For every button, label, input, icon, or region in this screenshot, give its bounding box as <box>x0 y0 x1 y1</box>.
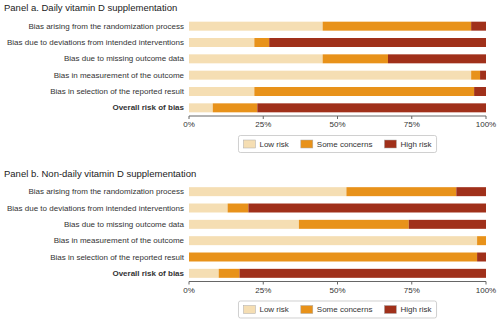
category-label: Overall risk of bias <box>112 103 184 112</box>
bar-segment <box>189 103 213 112</box>
bar-segment <box>189 236 477 245</box>
bars <box>189 187 486 278</box>
category-label: Bias in measurement of the outcome <box>54 71 185 80</box>
bar-segment <box>248 204 486 213</box>
bar-segment <box>213 103 258 112</box>
tick <box>337 282 338 285</box>
bar-segment <box>269 38 486 47</box>
bar-segment <box>477 236 486 245</box>
bar-segment <box>456 187 486 196</box>
legend-swatch <box>384 306 396 314</box>
category-label: Bias arising from the randomization proc… <box>28 22 184 31</box>
tick <box>263 282 264 285</box>
legend: Low risk Some concerns High risk <box>238 301 436 318</box>
category-label: Bias due to missing outcome data <box>64 54 185 63</box>
tick <box>189 116 190 119</box>
tick <box>486 282 487 285</box>
bar-segment <box>323 54 388 63</box>
bar-segment <box>409 220 486 229</box>
tick <box>486 116 487 119</box>
tick-label: 0% <box>183 286 195 295</box>
bar-segment <box>471 22 486 31</box>
panel: Panel a. Daily vitamin D supplementation… <box>4 2 496 153</box>
legend-label: Some concerns <box>317 305 373 314</box>
bar-segment <box>239 269 486 278</box>
legend-label: Low risk <box>259 305 289 314</box>
bar-segment <box>254 87 474 96</box>
legend-swatch <box>301 140 313 148</box>
title: Panel a. Daily vitamin D supplementation <box>4 2 177 13</box>
panel: Panel b. Non-daily vitamin D supplementa… <box>4 168 496 319</box>
bar-segment <box>346 187 456 196</box>
bar-segment <box>189 38 254 47</box>
category-label: Bias due to deviations from intended int… <box>7 38 184 47</box>
bar-segment <box>257 103 486 112</box>
bars <box>189 22 486 113</box>
category-label: Bias in measurement of the outcome <box>54 236 185 245</box>
legend: Low risk Some concerns High risk <box>238 136 436 153</box>
bar-segment <box>388 54 486 63</box>
bar-segment <box>189 54 323 63</box>
bar-segment <box>323 22 472 31</box>
bar-segment <box>474 87 486 96</box>
category-label: Bias in selection of the reported result <box>50 253 185 262</box>
category-label: Bias arising from the randomization proc… <box>28 187 184 196</box>
legend-label: High risk <box>400 140 432 149</box>
legend-box <box>238 136 436 153</box>
bar-segment <box>299 220 409 229</box>
tick-label: 50% <box>329 286 345 295</box>
legend-swatch <box>243 306 255 314</box>
bar-segment <box>219 269 240 278</box>
legend-label: High risk <box>400 305 432 314</box>
tick <box>189 282 190 285</box>
tick-label: 100% <box>476 286 496 295</box>
title: Panel b. Non-daily vitamin D supplementa… <box>4 168 196 179</box>
legend-swatch <box>384 140 396 148</box>
category-label: Overall risk of bias <box>112 269 184 278</box>
tick-label: 100% <box>476 120 496 129</box>
legend-box <box>238 301 436 318</box>
bar-segment <box>189 220 299 229</box>
tick-label: 50% <box>329 120 345 129</box>
category-label: Bias due to deviations from intended int… <box>7 204 184 213</box>
tick-label: 75% <box>404 286 420 295</box>
bar-segment <box>189 87 254 96</box>
chart: Panel a. Daily vitamin D supplementation… <box>0 0 500 331</box>
legend-label: Some concerns <box>317 140 373 149</box>
bar-segment <box>189 187 346 196</box>
bar-segment <box>228 204 249 213</box>
tick-label: 25% <box>255 286 271 295</box>
bar-segment <box>189 253 477 262</box>
tick-label: 25% <box>255 120 271 129</box>
bar-segment <box>189 204 228 213</box>
bar-segment <box>189 71 471 80</box>
tick-label: 0% <box>183 120 195 129</box>
bar-segment <box>477 253 486 262</box>
tick <box>411 282 412 285</box>
bar-segment <box>471 71 480 80</box>
bar-segment <box>480 71 486 80</box>
tick <box>337 116 338 119</box>
category-label: Bias due to missing outcome data <box>64 220 185 229</box>
bar-segment <box>189 269 219 278</box>
category-label: Bias in selection of the reported result <box>50 87 185 96</box>
legend-swatch <box>301 306 313 314</box>
bar-segment <box>254 38 269 47</box>
bar-segment <box>486 236 487 245</box>
tick <box>263 116 264 119</box>
bar-segment <box>189 22 323 31</box>
tick-label: 75% <box>404 120 420 129</box>
legend-label: Low risk <box>259 140 289 149</box>
legend-swatch <box>243 140 255 148</box>
tick <box>411 116 412 119</box>
